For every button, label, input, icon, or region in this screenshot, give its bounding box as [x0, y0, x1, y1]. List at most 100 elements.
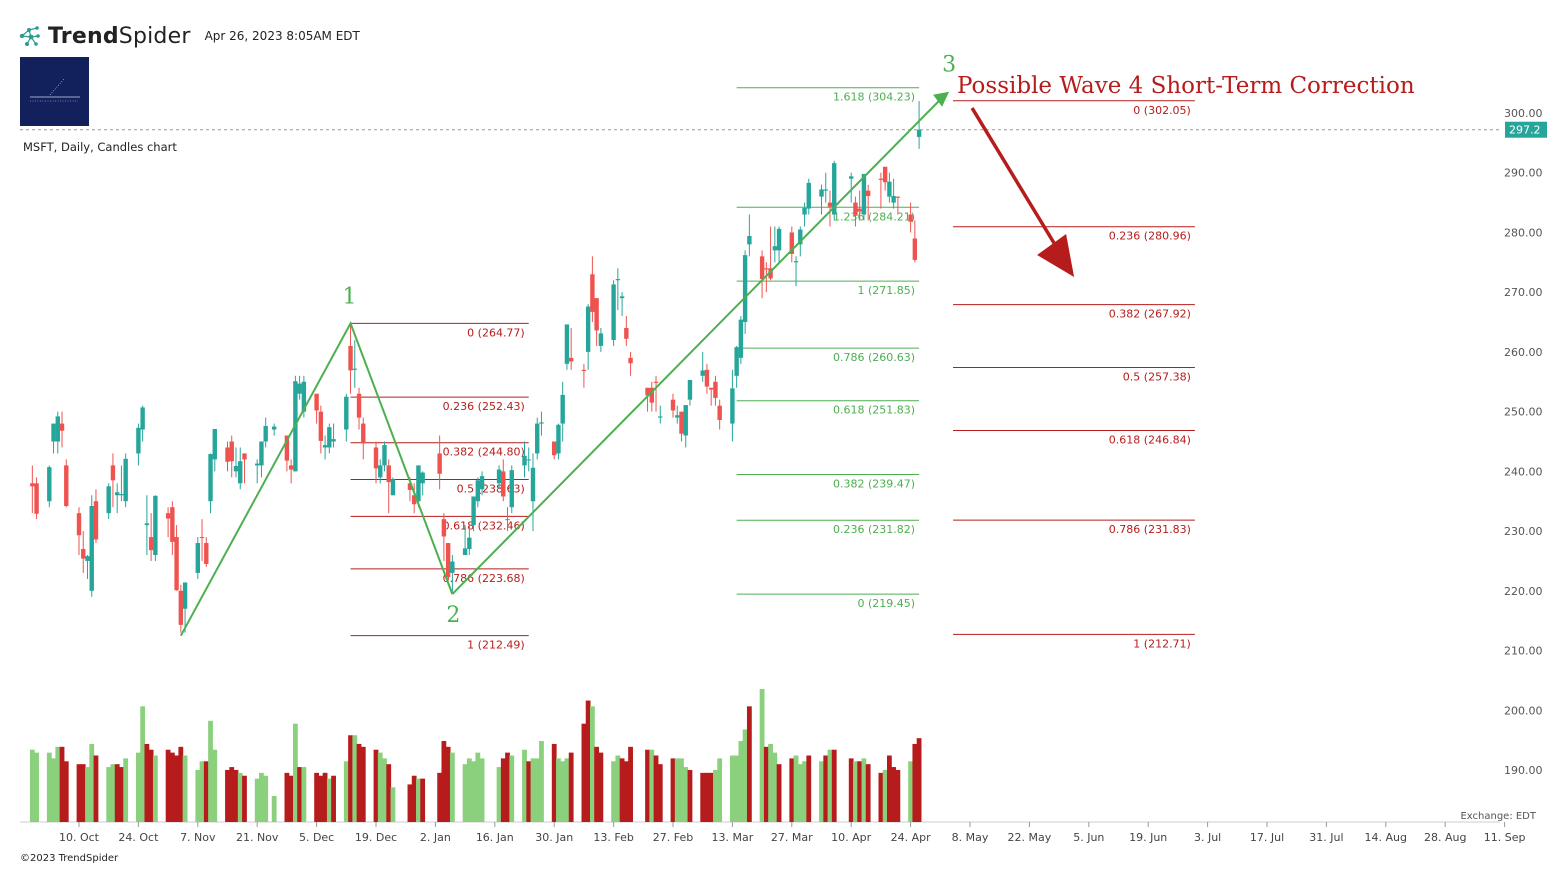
- volume-bar: [242, 775, 247, 822]
- candle-body: [352, 368, 357, 370]
- candle-body: [501, 471, 506, 497]
- volume-bar: [878, 772, 884, 822]
- candle-body: [590, 274, 595, 312]
- candle-body: [322, 445, 328, 448]
- volume-bar: [46, 752, 52, 822]
- candle-body: [717, 405, 722, 420]
- candle-body: [238, 461, 243, 484]
- candle-body: [916, 129, 922, 137]
- volume-bar: [789, 758, 795, 822]
- candle-body: [318, 411, 324, 441]
- volume-bar: [51, 758, 56, 822]
- candle-body: [730, 388, 735, 424]
- volume-bar: [182, 755, 188, 822]
- candle-body: [242, 453, 247, 460]
- ticker-label: MSFT, Daily, Candles chart: [23, 140, 177, 154]
- volume-bar: [284, 772, 290, 822]
- volume-bar: [352, 735, 358, 822]
- candle-body: [505, 519, 510, 521]
- candle-body: [581, 369, 587, 372]
- candle-body: [199, 537, 205, 539]
- candle-body: [475, 480, 481, 502]
- volume-bar: [479, 758, 485, 822]
- volume-bar: [390, 787, 396, 822]
- candle-body: [356, 393, 362, 418]
- volume-bar: [407, 784, 413, 822]
- candle-body: [853, 202, 858, 216]
- x-tick-label: 10. Apr: [831, 831, 871, 844]
- volume-bar: [288, 775, 294, 822]
- candle-body: [144, 523, 150, 526]
- x-tick-label: 31. Jul: [1309, 831, 1343, 844]
- volume-bar: [802, 761, 807, 822]
- candle-body: [106, 486, 111, 514]
- volume-bar: [411, 775, 417, 822]
- volume-bar: [551, 743, 557, 822]
- candle-body: [556, 424, 561, 454]
- volume-bar: [742, 729, 748, 822]
- candle-body: [628, 357, 633, 364]
- candle-body: [878, 178, 884, 180]
- volume-bar: [530, 758, 536, 822]
- candle-body: [119, 494, 124, 496]
- candle-body: [233, 465, 239, 472]
- volume-bar: [628, 746, 633, 822]
- candle-body: [611, 284, 616, 340]
- volume-bar: [144, 743, 150, 822]
- candle-body: [832, 163, 837, 215]
- volume-bar: [437, 772, 443, 822]
- volume-bar: [759, 689, 765, 822]
- candle-body: [195, 543, 200, 573]
- candle-body: [348, 345, 353, 371]
- candle-body: [683, 405, 688, 436]
- volume-bar: [259, 772, 264, 822]
- candle-body: [344, 396, 349, 430]
- volume-bar: [331, 775, 336, 822]
- y-tick-label: 210.00: [1504, 645, 1543, 658]
- volume-bar: [730, 755, 735, 822]
- wave-3-line: [451, 96, 944, 595]
- candle-body: [55, 416, 60, 442]
- candle-body: [208, 454, 213, 502]
- candle-body: [204, 543, 209, 564]
- volume-bar: [827, 749, 833, 822]
- candle-body: [51, 423, 56, 442]
- candle-body: [585, 306, 591, 352]
- candle-body: [89, 506, 94, 591]
- volume-bar: [746, 706, 752, 822]
- volume-bar: [110, 764, 116, 822]
- volume-bar: [356, 743, 362, 822]
- candle-body: [679, 411, 684, 434]
- volume-bar: [136, 752, 141, 822]
- y-tick-label: 220.00: [1504, 585, 1543, 598]
- volume-bar: [152, 755, 158, 822]
- wave-label: 3: [942, 53, 956, 78]
- candle-body: [912, 238, 918, 260]
- candle-body: [772, 246, 778, 251]
- candle-body: [891, 196, 896, 203]
- candle-body: [526, 459, 531, 461]
- candle-body: [509, 470, 514, 508]
- candle-body: [865, 190, 871, 197]
- candle-body: [76, 513, 82, 536]
- candle-body: [560, 394, 565, 424]
- volume-bar: [420, 778, 426, 822]
- volume-bar: [496, 767, 502, 822]
- volume-bar: [649, 749, 655, 822]
- brand-logo-text: TrendSpider: [48, 23, 191, 49]
- volume-bar: [254, 778, 260, 822]
- candle-body: [445, 543, 451, 578]
- candle-body: [263, 425, 268, 442]
- candle-body: [34, 483, 39, 514]
- fib-level-label: 1 (212.49): [467, 639, 525, 652]
- volume-bar: [853, 761, 858, 822]
- fib-level-label: 0.5 (257.38): [1123, 371, 1191, 384]
- last-price-label: 297.2: [1509, 124, 1541, 137]
- volume-bar: [416, 778, 421, 822]
- volume-bar: [348, 735, 353, 822]
- volume-bar: [148, 749, 154, 822]
- candle-body: [386, 465, 391, 483]
- volume-bar: [199, 761, 205, 822]
- y-tick-label: 270.00: [1504, 286, 1543, 299]
